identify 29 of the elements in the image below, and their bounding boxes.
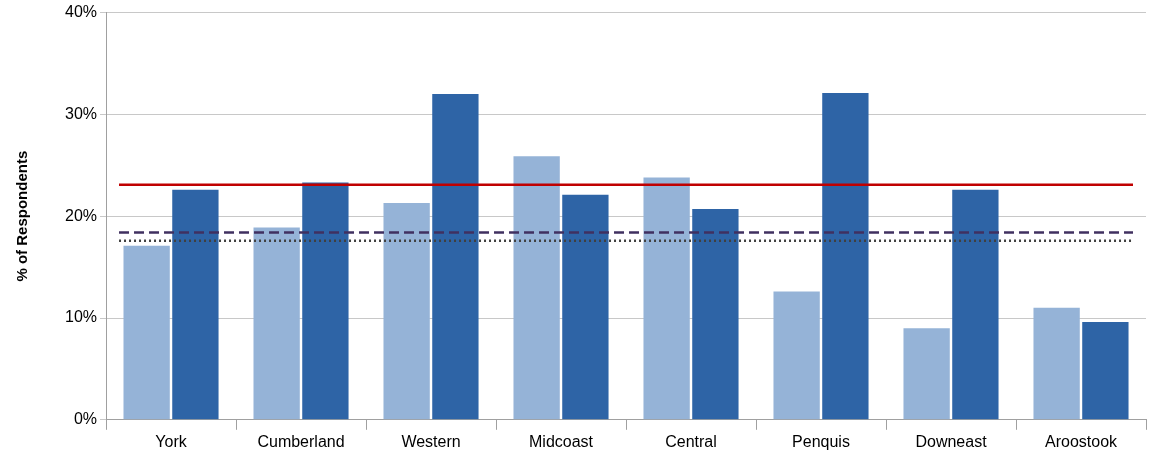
bar	[513, 156, 560, 420]
bar	[822, 93, 869, 420]
bar	[432, 94, 479, 420]
y-tick-label: 20%	[64, 206, 98, 224]
y-tick-label: 30%	[64, 104, 98, 122]
y-tick-label: 10%	[64, 308, 98, 326]
x-tick-label: York	[155, 432, 188, 450]
bar	[1082, 322, 1129, 420]
x-tick-label: Cumberland	[257, 432, 345, 450]
x-tick-label: Western	[401, 432, 461, 450]
y-tick-label: 0%	[73, 410, 98, 428]
bar	[692, 209, 739, 420]
bar	[123, 245, 170, 420]
x-tick-label: Central	[665, 432, 717, 450]
bar	[172, 189, 219, 420]
y-tick-label: 40%	[64, 3, 98, 21]
x-tick-label: Penquis	[792, 432, 850, 450]
x-tick-label: Midcoast	[529, 432, 594, 450]
x-tick-label: Downeast	[915, 432, 988, 450]
y-axis-title: % of Respondents	[13, 150, 31, 282]
bar	[952, 189, 999, 420]
bar	[383, 202, 430, 420]
bar	[643, 177, 690, 420]
bar	[1033, 307, 1080, 420]
bar	[253, 227, 300, 420]
bar	[903, 328, 950, 420]
bar	[562, 194, 609, 420]
x-tick-label: Aroostook	[1044, 432, 1119, 450]
bar	[773, 291, 820, 420]
